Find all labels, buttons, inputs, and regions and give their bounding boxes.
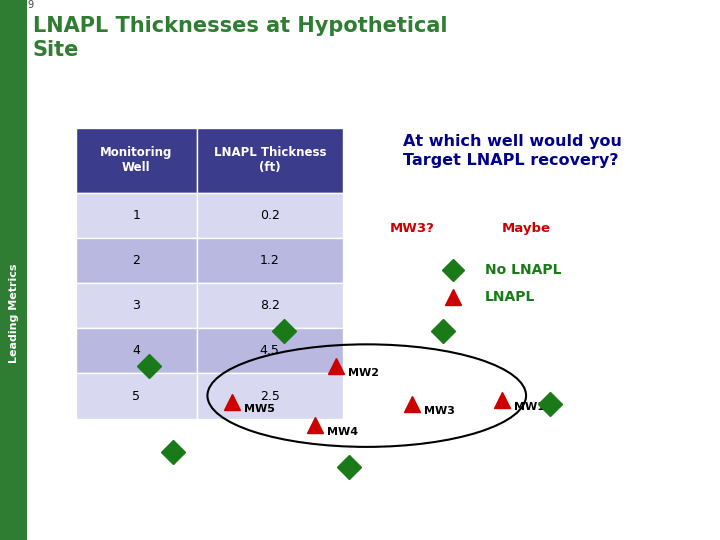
Text: Maybe: Maybe — [502, 222, 551, 235]
Text: MW1: MW1 — [514, 402, 545, 412]
Text: Monitoring
Well: Monitoring Well — [100, 146, 173, 174]
Bar — [197, 238, 343, 283]
Text: 1.2: 1.2 — [260, 254, 279, 267]
Text: MW2: MW2 — [348, 368, 379, 379]
Text: ITRC: ITRC — [628, 44, 674, 63]
Text: 3: 3 — [132, 299, 140, 312]
Text: MW3: MW3 — [424, 406, 455, 416]
Bar — [197, 328, 343, 374]
Bar — [197, 374, 343, 418]
Bar — [76, 128, 197, 193]
Text: LNAPL Thickness
(ft): LNAPL Thickness (ft) — [214, 146, 326, 174]
Bar — [197, 283, 343, 328]
Text: 0.2: 0.2 — [260, 209, 280, 222]
Text: 8.2: 8.2 — [260, 299, 280, 312]
Text: 4: 4 — [132, 345, 140, 357]
Bar — [197, 193, 343, 238]
Text: 1: 1 — [132, 209, 140, 222]
Text: No LNAPL: No LNAPL — [485, 263, 561, 277]
Text: INTERSTATE
TECHNOLOGY: INTERSTATE TECHNOLOGY — [629, 90, 672, 100]
Text: LNAPL Thicknesses at Hypothetical
Site: LNAPL Thicknesses at Hypothetical Site — [33, 16, 447, 60]
Bar — [197, 128, 343, 193]
Bar — [76, 238, 197, 283]
Text: 5: 5 — [132, 389, 140, 402]
Text: 9: 9 — [27, 0, 34, 10]
Text: At which well would you
Target LNAPL recovery?: At which well would you Target LNAPL rec… — [402, 134, 621, 168]
Text: Leading Metrics: Leading Metrics — [9, 264, 19, 363]
Bar — [76, 328, 197, 374]
Text: MW5: MW5 — [244, 404, 275, 414]
Text: MW3?: MW3? — [390, 222, 434, 235]
Text: 2.5: 2.5 — [260, 389, 280, 402]
Text: LNAPL: LNAPL — [485, 291, 535, 304]
Bar — [76, 374, 197, 418]
Text: MW4: MW4 — [328, 427, 359, 437]
Text: 4.5: 4.5 — [260, 345, 280, 357]
Bar — [76, 193, 197, 238]
Text: 2: 2 — [132, 254, 140, 267]
Bar — [76, 283, 197, 328]
